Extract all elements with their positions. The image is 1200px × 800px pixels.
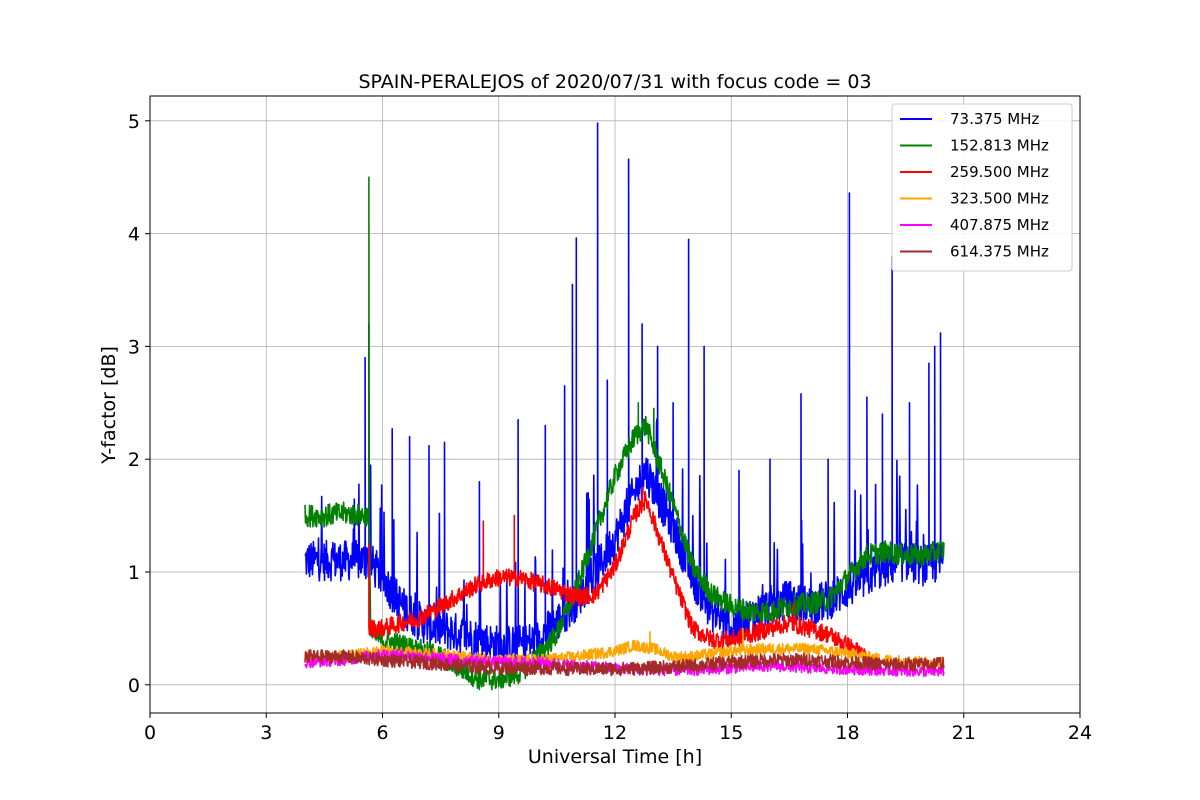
- legend-entry: 73.375 MHz: [950, 110, 1039, 128]
- series-line: [368, 486, 868, 666]
- series-line: [304, 649, 945, 677]
- x-tick-label: 0: [144, 722, 156, 744]
- x-tick-label: 12: [603, 722, 627, 744]
- x-tick-label: 15: [719, 722, 743, 744]
- legend-entry: 614.375 MHz: [950, 243, 1049, 261]
- y-tick-label: 0: [128, 675, 140, 697]
- x-tick-label: 24: [1068, 722, 1092, 744]
- x-axis-label: Universal Time [h]: [528, 746, 702, 768]
- series-line: [304, 648, 945, 678]
- series-line: [304, 627, 945, 669]
- y-tick-label: 1: [128, 562, 140, 584]
- legend-box: [891, 103, 1073, 272]
- x-tick-label: 9: [493, 722, 505, 744]
- x-tick-label: 6: [376, 722, 388, 744]
- chart-title: SPAIN-PERALEJOS of 2020/07/31 with focus…: [358, 71, 871, 93]
- legend: 73.375 MHz 152.813 MHz 259.500 MHz 323.500 …: [891, 103, 1073, 272]
- y-axis-label: Y-factor [dB]: [98, 346, 120, 465]
- x-tick-label: 18: [835, 722, 859, 744]
- y-tick-label: 4: [128, 224, 140, 246]
- legend-entry: 323.500 MHz: [950, 190, 1049, 208]
- x-tick-label: 21: [952, 722, 976, 744]
- series-layer: [304, 122, 945, 691]
- y-tick-label: 5: [128, 111, 140, 133]
- x-tick-label: 3: [260, 722, 272, 744]
- y-tick-label: 2: [128, 449, 140, 471]
- y-tick-label: 3: [128, 336, 140, 358]
- legend-entry: 407.875 MHz: [950, 216, 1049, 234]
- legend-entry: 259.500 MHz: [950, 163, 1049, 181]
- legend-entry: 152.813 MHz: [950, 137, 1049, 155]
